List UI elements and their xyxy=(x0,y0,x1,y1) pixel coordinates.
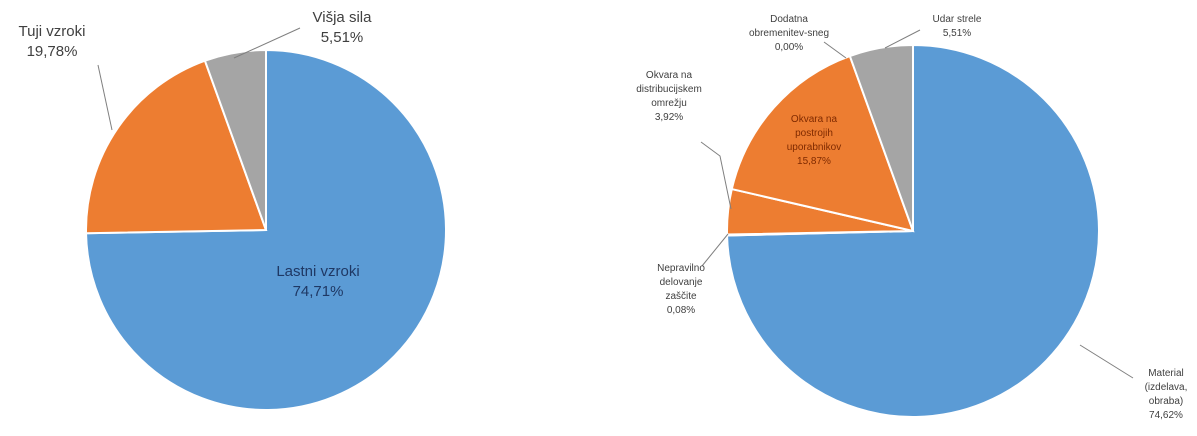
leader-line-okvara-na-distribucijskem-omrezju xyxy=(700,141,732,210)
data-label-line: Lastni vzroki xyxy=(276,263,359,280)
data-label-line: delovanje xyxy=(660,277,703,288)
data-label-line: Dodatna xyxy=(770,14,808,25)
data-label-line: 74,71% xyxy=(293,283,344,300)
data-label-line: 74,62% xyxy=(1149,410,1183,421)
pie-chart-detailed-causes: Material (izdelava, obraba) 74,62% Nepraviln… xyxy=(636,14,1187,421)
data-label-material-izdelava-obraba: Material (izdelava, obraba) 74,62% xyxy=(1145,368,1188,421)
pie-slice-visja-sila xyxy=(203,48,267,231)
leader-line-visja-sila xyxy=(233,27,301,59)
data-label-visja-sila: Višja sila 5,51% xyxy=(313,9,373,46)
data-label-line: 0,08% xyxy=(667,305,695,316)
leader-line-dodatna-obremenitev-sneg xyxy=(823,41,847,59)
leader-line-tuji-vzroki xyxy=(97,64,113,131)
data-label-dodatna-obremenitev-sneg: Dodatna obremenitev-sneg 0,00% xyxy=(749,14,829,53)
leader-line-material-izdelava-obraba xyxy=(1079,344,1134,379)
data-label-line: 5,51% xyxy=(321,29,364,46)
data-label-okvara-na-postrojih-uporabnikov: Okvara na postrojih uporabnikov 15,87% xyxy=(787,114,841,167)
pie-slice-okvara-na-postrojih-uporabnikov xyxy=(730,54,915,233)
data-label-line: zaščite xyxy=(665,291,697,302)
data-label-udar-strele: Udar strele 5,51% xyxy=(933,14,982,39)
leader-line-nepravilno-delovanje-zascite xyxy=(701,233,729,267)
data-label-okvara-na-distribucijskem-omrezju: Okvara na distribucijskem omrežju 3,92% xyxy=(636,70,702,123)
pie-slice-udar-strele xyxy=(848,43,914,232)
pie-chart-causes: Lastni vzroki 74,71% Tuji vzroki 19,78% Višj… xyxy=(19,9,447,411)
data-label-tuji-vzroki: Tuji vzroki 19,78% xyxy=(19,23,86,60)
data-label-line: obremenitev-sneg xyxy=(749,28,829,39)
data-label-line: Udar strele xyxy=(933,14,982,25)
data-label-line: 19,78% xyxy=(27,43,78,60)
data-label-line: Okvara na xyxy=(646,70,693,81)
data-label-line: Material xyxy=(1148,368,1184,379)
data-label-line: Višja sila xyxy=(313,9,373,26)
data-label-line: obraba) xyxy=(1149,396,1183,407)
data-label-line: (izdelava, xyxy=(1145,382,1188,393)
data-label-line: 5,51% xyxy=(943,28,971,39)
leader-line-udar-strele xyxy=(884,29,921,49)
data-label-nepravilno-delovanje-zascite: Nepravilno delovanje zaščite 0,08% xyxy=(657,263,705,316)
data-label-line: distribucijskem xyxy=(636,84,702,95)
data-label-line: 3,92% xyxy=(655,112,683,123)
data-label-line: 15,87% xyxy=(797,156,831,167)
data-label-line: uporabnikov xyxy=(787,142,841,153)
data-label-line: Okvara na xyxy=(791,114,838,125)
pie-slice-lastni-vzroki xyxy=(85,48,447,411)
data-label-line: 0,00% xyxy=(775,42,803,53)
data-label-lastni-vzroki: Lastni vzroki 74,71% xyxy=(276,263,359,300)
data-label-line: postrojih xyxy=(795,128,833,139)
data-label-line: omrežju xyxy=(651,98,687,109)
data-label-line: Nepravilno xyxy=(657,263,705,274)
pie-slice-tuji-vzroki xyxy=(85,59,268,235)
data-label-line: Tuji vzroki xyxy=(19,23,86,40)
